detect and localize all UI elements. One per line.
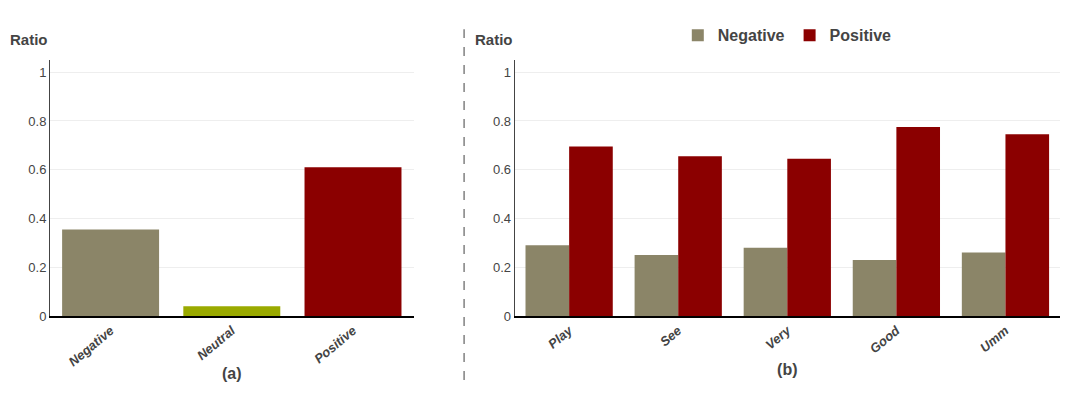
svg-text:Negative: Negative (66, 323, 117, 369)
svg-text:1: 1 (504, 65, 511, 80)
svg-text:0.4: 0.4 (28, 211, 46, 226)
svg-text:0.6: 0.6 (28, 162, 46, 177)
svg-text:See: See (657, 323, 684, 349)
svg-text:Neutral: Neutral (194, 323, 238, 364)
svg-text:0: 0 (39, 309, 46, 324)
svg-text:Positive: Positive (311, 323, 359, 367)
svg-text:Very: Very (763, 322, 794, 352)
svg-text:0.8: 0.8 (493, 114, 511, 129)
svg-text:0.4: 0.4 (493, 211, 511, 226)
svg-text:0.2: 0.2 (28, 260, 46, 275)
svg-text:0.8: 0.8 (28, 114, 46, 129)
svg-text:(b): (b) (777, 361, 797, 378)
svg-text:(a): (a) (222, 365, 242, 382)
svg-text:0: 0 (504, 309, 511, 324)
svg-text:Good: Good (867, 322, 903, 356)
svg-text:Ratio: Ratio (475, 31, 513, 48)
svg-text:Umm: Umm (977, 323, 1012, 356)
svg-text:Positive: Positive (830, 27, 891, 44)
svg-text:1: 1 (39, 65, 46, 80)
svg-text:Negative: Negative (718, 27, 785, 44)
svg-text:Play: Play (545, 322, 576, 351)
svg-text:Ratio: Ratio (10, 31, 48, 48)
svg-text:0.2: 0.2 (493, 260, 511, 275)
svg-text:0.6: 0.6 (493, 162, 511, 177)
